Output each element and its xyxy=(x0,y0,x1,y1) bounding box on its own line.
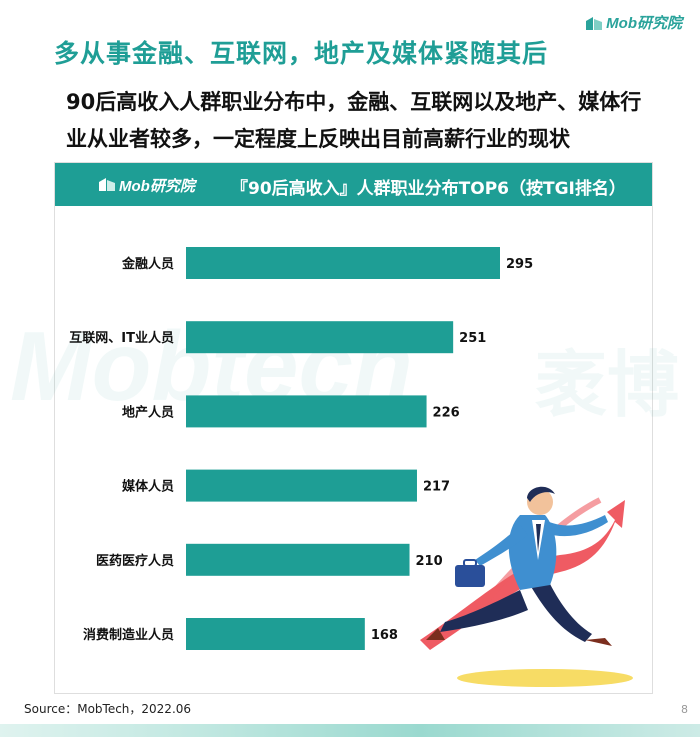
value-label-2: 226 xyxy=(433,405,460,420)
bar-4 xyxy=(186,543,410,576)
category-label-1: 互联网、IT业人员 xyxy=(69,330,174,346)
page-number: 8 xyxy=(681,703,688,716)
subtitle-line-1: 90后高收入人群职业分布中，金融、互联网以及地产、媒体行 xyxy=(66,90,642,114)
brand-logo: Mob研究院 xyxy=(586,12,682,33)
watermark-cn: 袤博 xyxy=(535,343,680,427)
bar-5 xyxy=(186,618,365,650)
logo-mark-icon xyxy=(586,16,603,30)
bar-1 xyxy=(186,321,454,354)
category-label-2: 地产人员 xyxy=(122,404,174,420)
category-label-5: 消费制造业人员 xyxy=(83,627,174,643)
value-label-1: 251 xyxy=(459,331,486,346)
category-label-4: 医药医疗人员 xyxy=(96,553,174,569)
category-label-3: 媒体人员 xyxy=(122,479,174,495)
chart-title: 『90后高收入』人群职业分布TOP6（按TGI排名） xyxy=(231,179,626,199)
chart-panel-header: Mob研究院 『90后高收入』人群职业分布TOP6（按TGI排名） xyxy=(55,163,652,206)
page-title: 多从事金融、互联网，地产及媒体紧随其后 xyxy=(54,39,549,68)
bar-0 xyxy=(186,247,500,279)
panel-logo-text: Mob研究院 xyxy=(119,178,195,195)
value-label-3: 217 xyxy=(423,480,450,495)
source-note: Source：MobTech，2022.06 xyxy=(24,702,192,716)
value-label-5: 168 xyxy=(371,628,398,643)
page-subtitle: 90后高收入人群职业分布中，金融、互联网以及地产、媒体行 业从业者较多，一定程度… xyxy=(66,84,666,158)
category-label-0: 金融人员 xyxy=(121,256,174,272)
panel-logo: Mob研究院 xyxy=(99,175,195,196)
running-businessman-illustration xyxy=(420,486,633,687)
value-label-0: 295 xyxy=(506,257,533,272)
subtitle-line-2: 业从业者较多，一定程度上反映出目前高薪行业的现状 xyxy=(66,127,570,151)
footer-band xyxy=(0,724,700,737)
bar-3 xyxy=(186,469,417,502)
panel-logo-icon xyxy=(99,177,115,195)
brand-logo-text: Mob研究院 xyxy=(606,15,682,32)
bar-2 xyxy=(186,395,427,428)
value-label-4: 210 xyxy=(416,554,443,569)
